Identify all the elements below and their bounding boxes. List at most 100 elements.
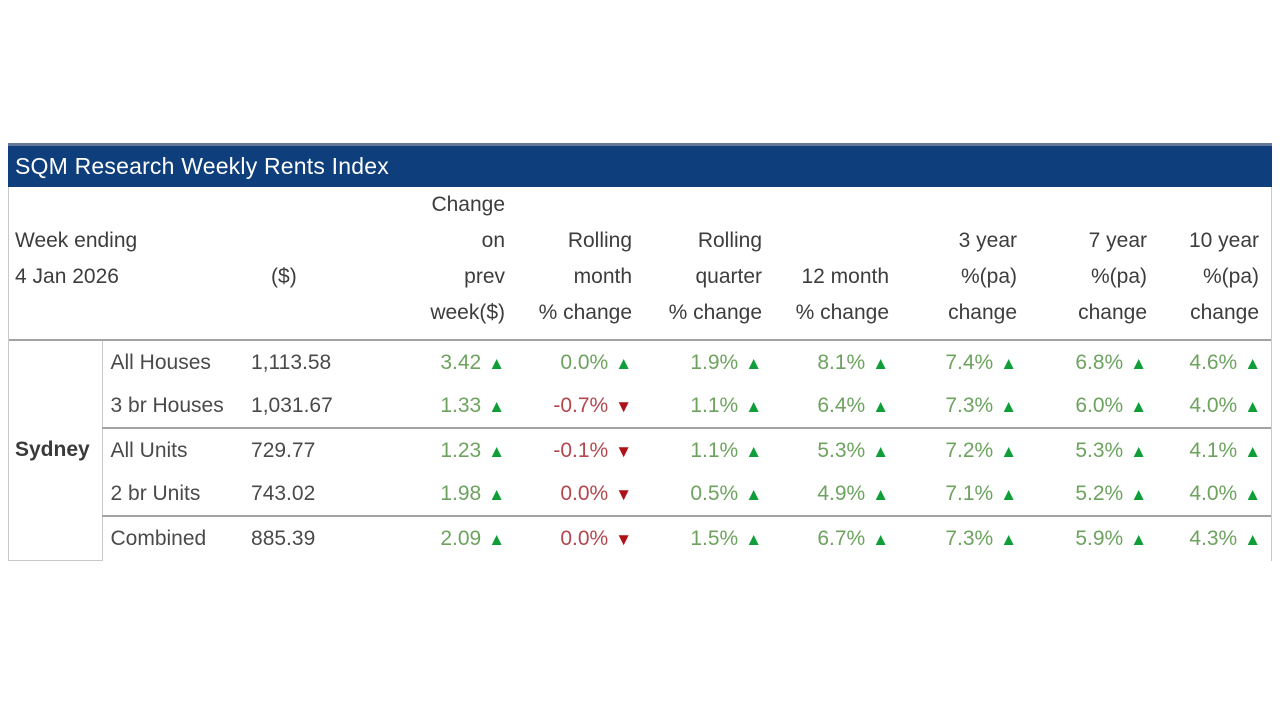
trend-arrow-icon bbox=[745, 354, 762, 374]
trend-arrow-icon bbox=[1244, 485, 1261, 505]
header-row: Week ending 4 Jan 2026 ($) Change on pre… bbox=[9, 187, 1272, 341]
change-value: 1.5% bbox=[690, 526, 739, 550]
change-value: 4.0% bbox=[1189, 393, 1238, 417]
header-line: 10 year bbox=[1188, 229, 1260, 252]
header-10-year: 10 year %(pa) change bbox=[1159, 187, 1272, 341]
12-month-cell: 6.7% bbox=[774, 515, 902, 560]
rent-cell: 1,113.58 bbox=[251, 350, 332, 374]
rolling-month-cell: -0.1% bbox=[517, 427, 645, 472]
change-prev-week-cell: 2.09 bbox=[397, 515, 518, 560]
header-line: % change bbox=[795, 301, 890, 324]
change-value: 5.3% bbox=[817, 438, 866, 462]
trend-arrow-icon bbox=[1000, 354, 1017, 374]
3-year-cell: 7.3% bbox=[901, 384, 1029, 428]
property-cell: All Units bbox=[102, 427, 248, 472]
change-value: 1.98 bbox=[440, 481, 482, 505]
10-year-cell: 4.6% bbox=[1159, 340, 1271, 384]
7-year-cell: 5.2% bbox=[1029, 472, 1159, 516]
change-prev-week-cell: 3.42 bbox=[397, 340, 517, 384]
10-year-cell: 4.0% bbox=[1159, 472, 1271, 516]
rents-index-panel: SQM Research Weekly Rents Index Week end… bbox=[8, 143, 1272, 561]
rolling-quarter-cell: 1.5% bbox=[644, 515, 775, 560]
header-line: change bbox=[1078, 301, 1148, 324]
header-line: % change bbox=[538, 301, 633, 324]
trend-arrow-icon bbox=[745, 485, 762, 505]
trend-arrow-icon bbox=[872, 442, 889, 462]
change-value: 5.2% bbox=[1075, 481, 1124, 505]
header-line: 7 year bbox=[1088, 229, 1148, 252]
week-ending-line2: 4 Jan 2026 bbox=[15, 265, 119, 288]
table-row: 2 br Units 743.02 1.98 0.0% 0.5% 4.9% 7.… bbox=[9, 472, 1271, 516]
change-value: 3.42 bbox=[440, 350, 482, 374]
header-line: quarter bbox=[695, 265, 763, 288]
trend-arrow-icon bbox=[1000, 442, 1017, 462]
header-rent-dollars: ($) bbox=[247, 187, 398, 341]
change-value: 7.1% bbox=[945, 481, 994, 505]
change-value: 8.1% bbox=[817, 350, 866, 374]
header-line: 12 month bbox=[801, 265, 890, 288]
change-value: -0.7% bbox=[553, 393, 609, 417]
10-year-cell: 4.1% bbox=[1159, 427, 1272, 472]
header-line: Rolling bbox=[567, 229, 633, 252]
trend-arrow-icon bbox=[1000, 485, 1017, 505]
header-rolling-quarter: Rolling quarter % change bbox=[644, 187, 775, 341]
table-row: 3 br Houses 1,031.67 1.33 -0.7% 1.1% 6.4… bbox=[9, 384, 1271, 428]
trend-arrow-icon bbox=[488, 530, 505, 550]
change-value: 4.3% bbox=[1189, 526, 1238, 550]
change-value: 6.0% bbox=[1075, 393, 1124, 417]
header-7-year: 7 year %(pa) change bbox=[1029, 187, 1160, 341]
change-value: 6.8% bbox=[1075, 350, 1124, 374]
panel-header: SQM Research Weekly Rents Index bbox=[8, 143, 1272, 187]
header-line: on bbox=[481, 229, 506, 252]
header-line: change bbox=[948, 301, 1018, 324]
trend-arrow-icon bbox=[1130, 397, 1147, 417]
trend-arrow-icon bbox=[1244, 442, 1261, 462]
rolling-month-cell: 0.0% bbox=[517, 515, 645, 560]
header-line: Change bbox=[431, 193, 506, 216]
rolling-quarter-cell: 1.1% bbox=[644, 384, 774, 428]
trend-arrow-icon bbox=[1244, 397, 1261, 417]
trend-arrow-icon bbox=[1130, 442, 1147, 462]
change-value: 1.23 bbox=[440, 438, 482, 462]
dollar-label: ($) bbox=[271, 265, 297, 288]
change-value: 1.33 bbox=[440, 393, 482, 417]
trend-arrow-icon bbox=[745, 530, 762, 550]
change-value: 4.9% bbox=[817, 481, 866, 505]
change-value: 0.0% bbox=[560, 350, 609, 374]
change-value: 0.0% bbox=[560, 481, 609, 505]
header-line: %(pa) bbox=[1202, 265, 1260, 288]
header-line: prev bbox=[464, 265, 506, 288]
change-prev-week-cell: 1.33 bbox=[397, 384, 517, 428]
7-year-cell: 6.0% bbox=[1029, 384, 1159, 428]
rolling-quarter-cell: 1.9% bbox=[644, 340, 774, 384]
trend-arrow-icon bbox=[1130, 485, 1147, 505]
trend-arrow-icon bbox=[1244, 530, 1261, 550]
trend-arrow-icon bbox=[488, 397, 505, 417]
change-value: 7.2% bbox=[945, 438, 994, 462]
trend-arrow-icon bbox=[615, 354, 632, 374]
table-row: Combined 885.39 2.09 0.0% 1.5% 6.7% 7.3%… bbox=[9, 515, 1272, 560]
header-line: change bbox=[1190, 301, 1260, 324]
rents-table: Week ending 4 Jan 2026 ($) Change on pre… bbox=[9, 187, 1272, 561]
trend-arrow-icon bbox=[872, 485, 889, 505]
trend-arrow-icon bbox=[1130, 530, 1147, 550]
trend-arrow-icon bbox=[745, 442, 762, 462]
change-value: 7.3% bbox=[945, 393, 994, 417]
7-year-cell: 5.3% bbox=[1029, 427, 1160, 472]
change-prev-week-cell: 1.23 bbox=[397, 427, 518, 472]
trend-arrow-icon bbox=[488, 485, 505, 505]
change-value: 7.4% bbox=[945, 350, 994, 374]
change-value: 1.9% bbox=[690, 350, 739, 374]
3-year-cell: 7.2% bbox=[901, 427, 1030, 472]
header-line: 3 year bbox=[958, 229, 1018, 252]
3-year-cell: 7.3% bbox=[901, 515, 1030, 560]
change-prev-week-cell: 1.98 bbox=[397, 472, 517, 516]
header-week-ending: Week ending 4 Jan 2026 bbox=[9, 187, 248, 341]
property-cell: 2 br Units bbox=[110, 481, 201, 505]
trend-arrow-icon bbox=[615, 530, 632, 550]
trend-arrow-icon bbox=[872, 530, 889, 550]
header-12-month: 12 month % change bbox=[774, 187, 902, 341]
change-value: -0.1% bbox=[553, 438, 609, 462]
3-year-cell: 7.1% bbox=[901, 472, 1029, 516]
